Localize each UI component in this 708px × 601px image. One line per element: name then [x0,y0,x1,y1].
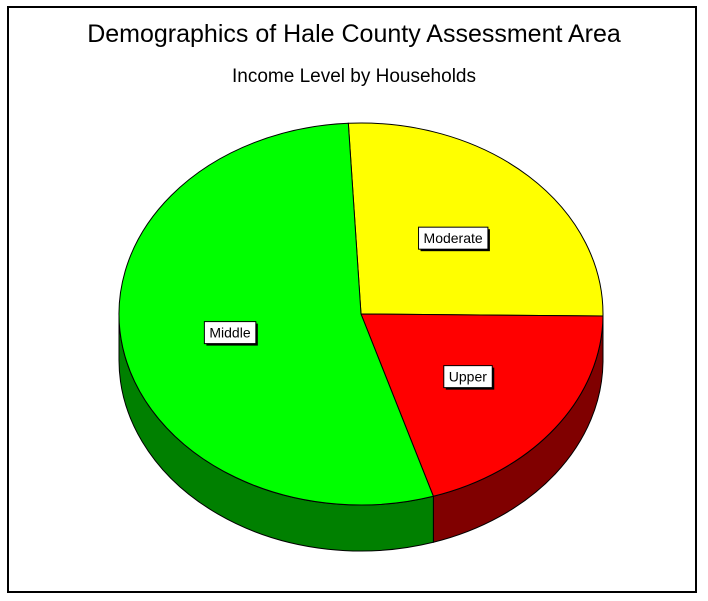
pie-slice-upper [360,313,604,497]
pie-label-moderate: Moderate [418,226,490,252]
pie-label-text: Middle [209,325,250,341]
pie-label-middle: Middle [203,321,258,346]
pie-label-box [418,226,489,250]
pie-label-text: Moderate [424,230,483,246]
pie-label-box [203,321,257,345]
pie-slice-moderate [347,122,604,317]
pie-label-upper: Upper [443,365,495,390]
chart-title: Demographics of Hale County Assessment A… [87,20,621,48]
pie-label-box [443,365,493,389]
pie-slice-middle [118,122,435,506]
pie-label-text: Upper [449,369,487,385]
chart-subtitle: Income Level by Households [232,66,476,87]
